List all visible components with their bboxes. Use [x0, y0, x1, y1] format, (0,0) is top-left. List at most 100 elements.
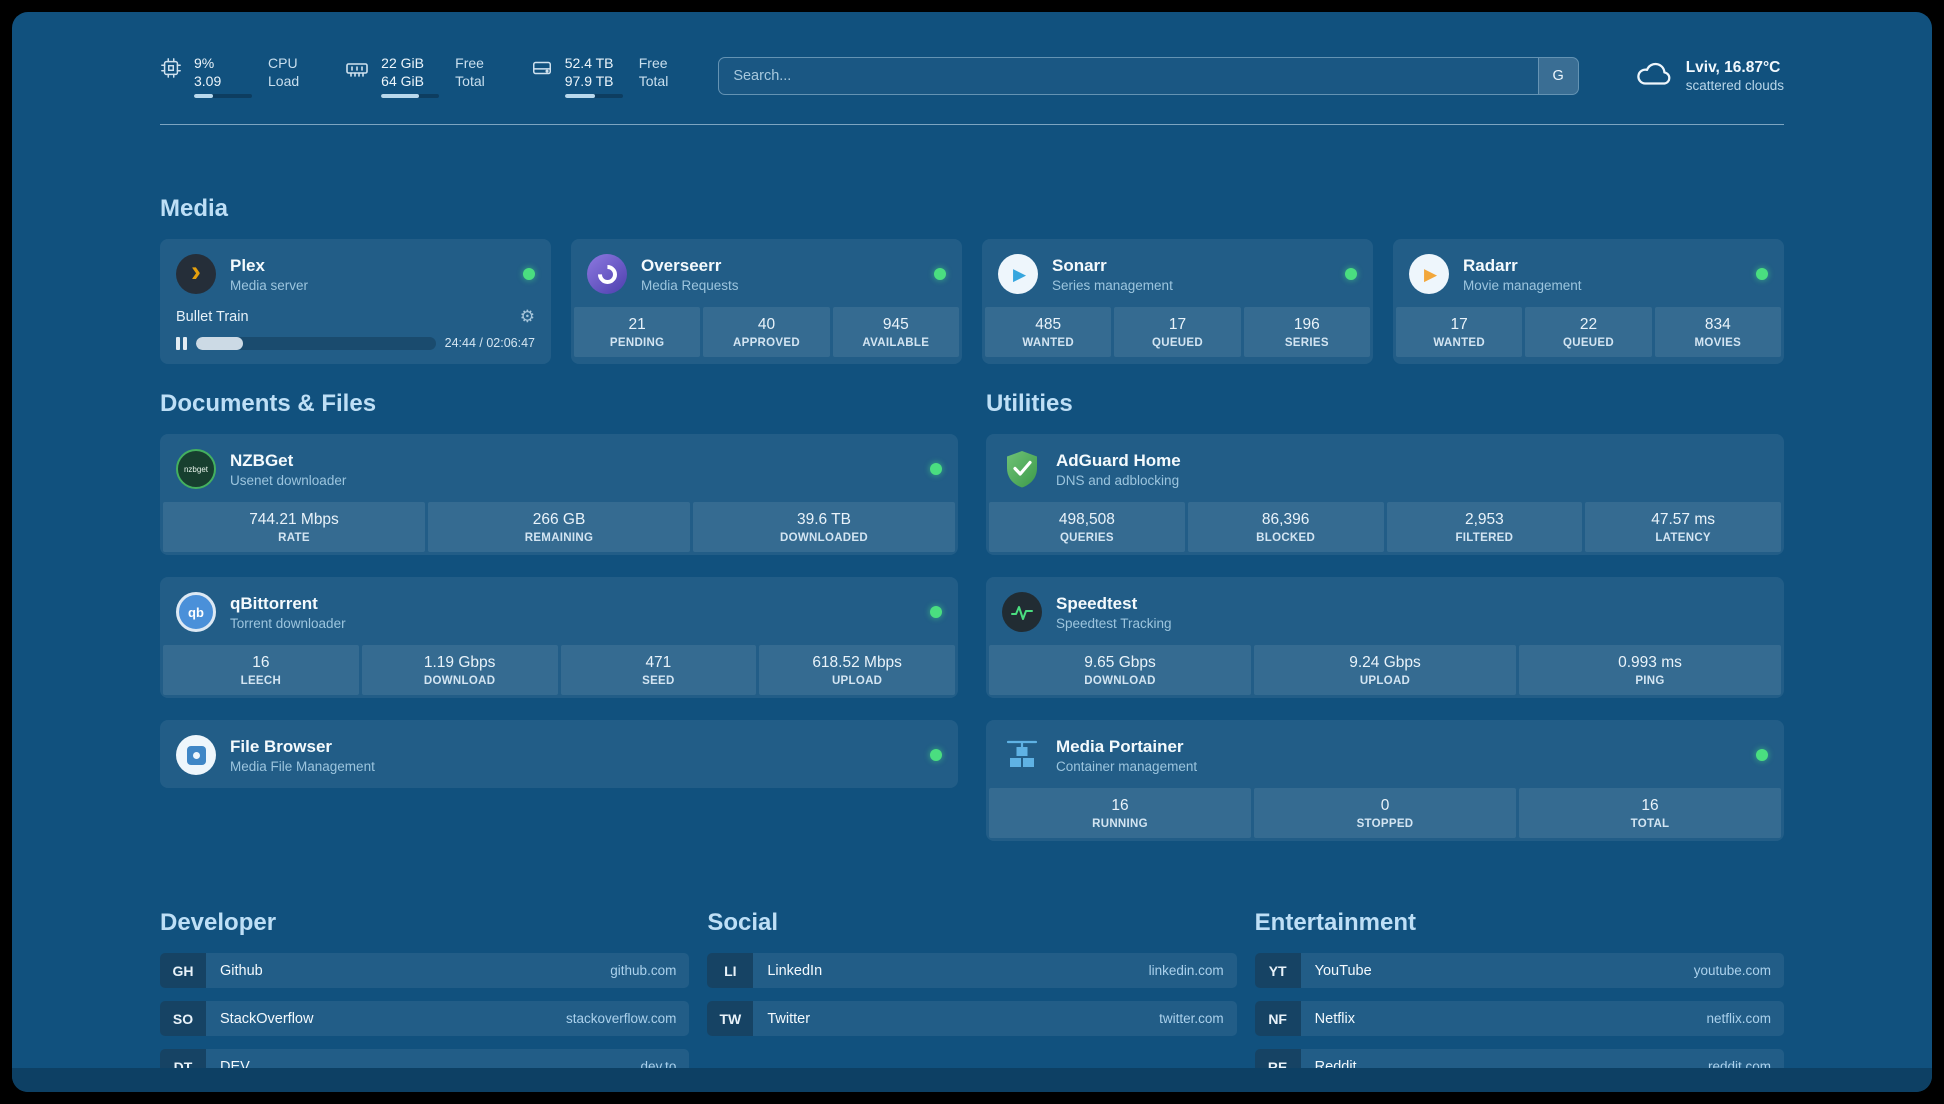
status-dot	[1756, 268, 1768, 281]
service-card-adguard[interactable]: AdGuard Home DNS and adblocking 498,508 …	[986, 434, 1784, 556]
stat-ping: 0.993 ms PING	[1519, 645, 1781, 696]
bookmark-linkedin[interactable]: LI LinkedIn linkedin.com	[707, 953, 1237, 989]
playback-time: 24:44 / 02:06:47	[444, 336, 535, 351]
now-playing-title: Bullet Train	[176, 309, 249, 326]
bookmark-url: github.com	[610, 963, 677, 979]
memory-widget: 22 GiB 64 GiB Free Total	[345, 54, 485, 99]
bookmark-url: youtube.com	[1693, 963, 1771, 979]
stat-movies: 834 MOVIES	[1654, 307, 1781, 358]
bookmark-youtube[interactable]: YT YouTube youtube.com	[1254, 953, 1784, 989]
service-card-qbittorrent[interactable]: qb qBittorrent Torrent downloader 16 LEE…	[160, 577, 958, 699]
disk-widget: 52.4 TB 97.9 TB Free Total	[531, 54, 669, 99]
memory-label-top: Free	[455, 55, 484, 71]
service-name: Plex	[230, 255, 265, 275]
bookmark-github[interactable]: GH Github github.com	[160, 953, 690, 989]
bookmark-group-developer: Developer GH Github github.com SO StackO…	[160, 909, 690, 1092]
memory-bar	[381, 94, 440, 99]
sonarr-play-glyph: ▶	[1012, 264, 1027, 284]
bookmark-abbr: NF	[1254, 1001, 1301, 1037]
adguard-icon	[1002, 449, 1042, 489]
sonarr-icon: ▶	[998, 254, 1038, 295]
stat-download: 1.19 Gbps DOWNLOAD	[361, 645, 558, 696]
cpu-load-value: 3.09	[194, 73, 222, 90]
topbar-divider	[160, 124, 1784, 126]
service-card-overseerr[interactable]: Overseerr Media Requests 21 PENDING 40 A…	[571, 239, 962, 365]
stat-available: 945 AVAILABLE	[832, 307, 959, 358]
stat-series: 196 SERIES	[1243, 307, 1370, 358]
stat-seed: 471 SEED	[560, 645, 757, 696]
disk-free-value: 52.4 TB	[564, 55, 614, 71]
service-name: Radarr	[1463, 255, 1518, 275]
weather-condition: scattered clouds	[1685, 78, 1784, 94]
service-card-portainer[interactable]: Media Portainer Container management 16 …	[986, 720, 1784, 842]
gear-icon[interactable]: ⚙	[519, 307, 535, 327]
section-title-documents: Documents & Files	[160, 390, 377, 418]
pause-icon[interactable]	[176, 336, 187, 350]
memory-total-value: 64 GiB	[381, 73, 424, 90]
search-input[interactable]	[719, 58, 1538, 95]
bookmark-twitter[interactable]: TW Twitter twitter.com	[707, 1001, 1237, 1037]
service-card-plex[interactable]: › Plex Media server Bullet Train ⚙	[160, 239, 551, 365]
cpu-label-bottom: Load	[268, 73, 300, 90]
bookmark-abbr: YT	[1254, 953, 1301, 989]
bookmark-abbr: GH	[160, 953, 206, 989]
disk-icon	[531, 57, 553, 84]
bookmark-stackoverflow[interactable]: SO StackOverflow stackoverflow.com	[160, 1001, 690, 1037]
service-card-speedtest[interactable]: Speedtest Speedtest Tracking 9.65 Gbps D…	[986, 577, 1784, 699]
service-name: Sonarr	[1052, 255, 1107, 275]
stat-upload: 9.24 Gbps UPLOAD	[1254, 645, 1516, 696]
plex-icon: ›	[176, 254, 216, 295]
search-provider-button[interactable]: G	[1537, 58, 1578, 95]
footer-strip	[12, 1068, 1932, 1092]
service-name: AdGuard Home	[1056, 450, 1181, 470]
disk-label-bottom: Total	[638, 73, 669, 90]
bookmark-url: linkedin.com	[1148, 963, 1224, 979]
service-card-radarr[interactable]: ▶ Radarr Movie management 17 WANTED	[1393, 239, 1784, 365]
bookmark-name: Netflix	[1314, 1010, 1355, 1027]
section-title-social: Social	[707, 909, 779, 937]
speedtest-icon	[1002, 592, 1042, 633]
stat-pending: 21 PENDING	[574, 307, 701, 358]
cloud-icon	[1635, 59, 1673, 94]
search-bar[interactable]: G	[718, 57, 1579, 96]
dashboard-frame: 9% 3.09 CPU Load	[12, 12, 1932, 1092]
nzbget-icon: nzbget	[176, 449, 216, 490]
stat-wanted: 485 WANTED	[985, 307, 1112, 358]
bookmark-group-entertainment: Entertainment YT YouTube youtube.com NF …	[1254, 909, 1784, 1092]
stat-stopped: 0 STOPPED	[1254, 788, 1516, 839]
service-name: qBittorrent	[230, 593, 318, 613]
service-subtitle: Series management	[1052, 278, 1173, 294]
filebrowser-icon	[176, 735, 216, 776]
playback-progress-bar	[196, 336, 436, 350]
bookmark-netflix[interactable]: NF Netflix netflix.com	[1254, 1001, 1784, 1037]
service-card-filebrowser[interactable]: File Browser Media File Management	[160, 720, 958, 789]
nzbget-icon-text: nzbget	[183, 464, 209, 474]
bookmark-name: YouTube	[1314, 962, 1372, 979]
section-media: Media › Plex Media server	[160, 195, 1784, 365]
memory-free-value: 22 GiB	[381, 55, 424, 71]
service-subtitle: Movie management	[1463, 278, 1582, 294]
section-utilities: Utilities	[986, 390, 1784, 863]
service-subtitle: Usenet downloader	[230, 473, 347, 489]
weather-widget: Lviv, 16.87°C scattered clouds	[1635, 59, 1784, 94]
status-dot	[930, 463, 942, 476]
stat-download: 9.65 Gbps DOWNLOAD	[989, 645, 1251, 696]
bookmark-url: stackoverflow.com	[566, 1011, 677, 1027]
stat-latency: 47.57 ms LATENCY	[1585, 502, 1781, 553]
radarr-icon: ▶	[1409, 254, 1449, 295]
bookmark-abbr: TW	[707, 1001, 754, 1037]
disk-label-top: Free	[638, 55, 668, 71]
service-subtitle: Media Requests	[641, 278, 739, 294]
section-title-developer: Developer	[160, 909, 277, 937]
status-dot	[934, 268, 946, 281]
service-card-nzbget[interactable]: nzbget NZBGet Usenet downloader 744.21 M…	[160, 434, 958, 556]
service-card-sonarr[interactable]: ▶ Sonarr Series management 485 WANTED	[982, 239, 1373, 365]
cpu-label-top: CPU	[268, 55, 298, 71]
service-name: Speedtest	[1056, 593, 1138, 613]
status-dot	[1345, 268, 1357, 281]
section-title-media: Media	[160, 195, 229, 223]
cpu-usage-value: 9%	[194, 55, 215, 71]
stat-remaining: 266 GB REMAINING	[428, 502, 690, 553]
stat-queued: 17 QUEUED	[1114, 307, 1241, 358]
status-dot	[930, 749, 942, 762]
